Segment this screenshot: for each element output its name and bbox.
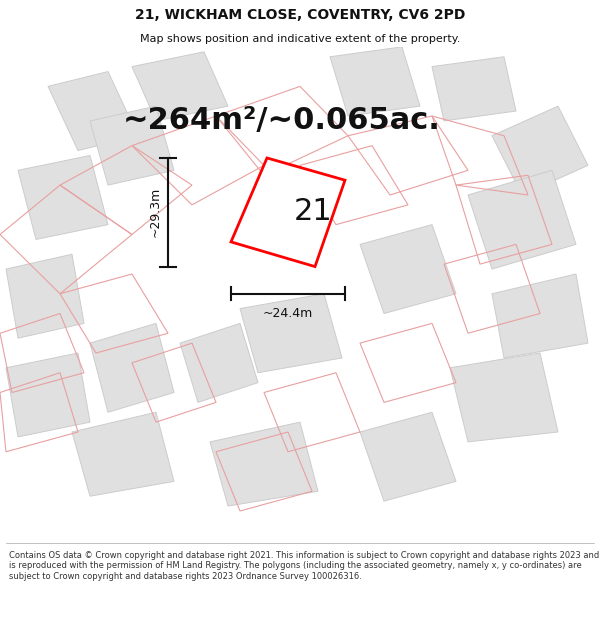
- Polygon shape: [492, 274, 588, 358]
- Polygon shape: [468, 170, 576, 269]
- Polygon shape: [492, 106, 588, 195]
- Polygon shape: [360, 224, 456, 314]
- Polygon shape: [6, 254, 84, 338]
- Polygon shape: [231, 158, 345, 267]
- Polygon shape: [90, 323, 174, 412]
- Text: ~264m²/~0.065ac.: ~264m²/~0.065ac.: [123, 106, 441, 136]
- Polygon shape: [90, 106, 174, 185]
- Text: ~29.3m: ~29.3m: [148, 187, 161, 238]
- Polygon shape: [360, 412, 456, 501]
- Polygon shape: [132, 52, 228, 121]
- Polygon shape: [18, 156, 108, 239]
- Polygon shape: [72, 412, 174, 496]
- Polygon shape: [6, 353, 90, 437]
- Polygon shape: [330, 47, 420, 116]
- Polygon shape: [210, 422, 318, 506]
- Polygon shape: [240, 294, 342, 372]
- Text: Contains OS data © Crown copyright and database right 2021. This information is : Contains OS data © Crown copyright and d…: [9, 551, 599, 581]
- Polygon shape: [450, 353, 558, 442]
- Text: 21, WICKHAM CLOSE, COVENTRY, CV6 2PD: 21, WICKHAM CLOSE, COVENTRY, CV6 2PD: [135, 8, 465, 22]
- Text: ~24.4m: ~24.4m: [263, 307, 313, 320]
- Text: Map shows position and indicative extent of the property.: Map shows position and indicative extent…: [140, 34, 460, 44]
- Polygon shape: [432, 57, 516, 121]
- Polygon shape: [180, 323, 258, 402]
- Polygon shape: [48, 71, 138, 151]
- Text: 21: 21: [294, 197, 333, 226]
